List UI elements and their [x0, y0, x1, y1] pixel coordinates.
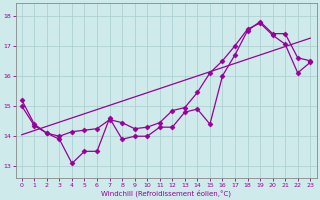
X-axis label: Windchill (Refroidissement éolien,°C): Windchill (Refroidissement éolien,°C): [101, 189, 231, 197]
